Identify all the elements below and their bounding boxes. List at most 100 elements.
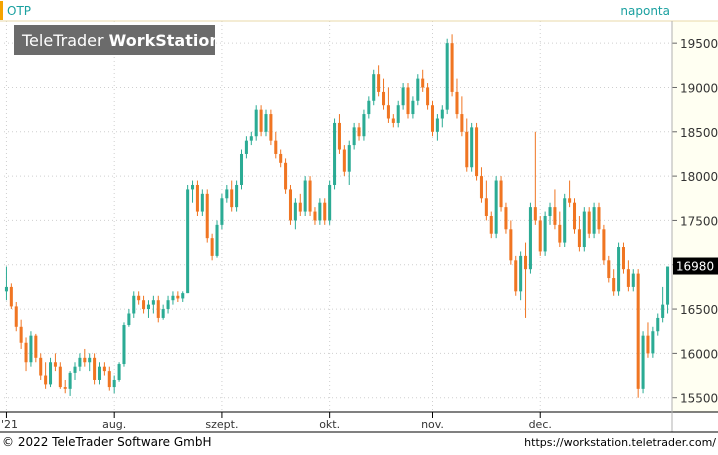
candle-body: [528, 207, 532, 270]
candle: [142, 295, 146, 314]
candle: [533, 131, 537, 225]
candle: [617, 242, 621, 296]
header-accent-bar: [0, 1, 3, 20]
candle-body: [362, 114, 366, 137]
candle: [382, 78, 386, 110]
interval-label[interactable]: naponta: [620, 4, 670, 18]
candle-body: [582, 211, 586, 248]
grid: [4, 21, 670, 411]
candle-body: [445, 43, 449, 110]
candle-body: [19, 326, 23, 343]
x-tick-label: dec.: [529, 418, 552, 431]
candle-body: [450, 43, 454, 92]
candle: [93, 353, 97, 385]
candle: [612, 269, 616, 296]
candle: [548, 202, 552, 225]
candle: [470, 122, 474, 172]
candle-body: [146, 304, 150, 310]
candle-body: [602, 229, 606, 261]
candle: [484, 180, 488, 221]
candle-body: [572, 202, 577, 230]
candle-body: [235, 184, 239, 208]
candles: [4, 34, 670, 398]
candle: [225, 184, 229, 203]
candle: [568, 180, 572, 208]
candle-body: [34, 335, 38, 358]
candle-body: [308, 180, 312, 212]
candle-body: [460, 114, 464, 132]
candle: [249, 131, 253, 146]
candle-body: [63, 387, 67, 389]
candle: [279, 149, 283, 168]
y-tick-label: 19500: [680, 37, 718, 51]
candle: [386, 87, 390, 123]
candle-body: [142, 300, 146, 310]
candle: [181, 291, 185, 302]
candle-body: [220, 198, 224, 225]
candle-body: [499, 180, 503, 208]
candle-body: [489, 216, 493, 234]
candle: [572, 198, 577, 234]
candle: [259, 105, 263, 137]
candle-body: [524, 255, 528, 270]
candle-body: [509, 229, 513, 261]
candle-body: [244, 140, 248, 154]
candle: [582, 207, 586, 252]
candle-body: [107, 371, 111, 388]
candle-body: [333, 122, 337, 185]
candle: [264, 109, 268, 137]
candle: [63, 379, 67, 394]
candle: [666, 266, 670, 314]
candle: [166, 295, 170, 314]
candle: [308, 176, 312, 216]
watermark-logo: TeleTrader WorkStation: [14, 25, 221, 55]
candle-body: [382, 91, 386, 106]
candle-body: [117, 364, 121, 380]
candle: [538, 216, 542, 256]
candle-body: [328, 184, 332, 221]
candle: [602, 224, 606, 265]
candle-body: [73, 366, 77, 373]
candle-body: [406, 87, 410, 115]
candle-body: [636, 273, 640, 389]
y-tick-label: 18000: [680, 170, 718, 184]
y-tick-label: 18500: [680, 126, 718, 140]
candle: [641, 331, 645, 394]
candle-body: [656, 317, 660, 332]
candle: [220, 193, 224, 230]
candle: [284, 158, 288, 194]
candle: [494, 176, 498, 239]
candle-body: [254, 109, 258, 137]
candle-body: [543, 216, 547, 252]
candle-body: [298, 202, 302, 212]
symbol-label[interactable]: OTP: [7, 4, 31, 18]
candle-body: [176, 295, 180, 299]
candle-body: [386, 105, 390, 119]
candle-body: [470, 127, 474, 168]
candle: [288, 184, 292, 225]
candle: [460, 96, 464, 137]
candle-body: [210, 238, 214, 256]
candle-body: [24, 342, 28, 363]
candle: [24, 337, 28, 372]
y-tick-label: 16000: [680, 347, 718, 361]
candle-body: [161, 309, 165, 318]
candle-body: [78, 357, 82, 367]
candle-body: [416, 78, 420, 101]
candle-body: [577, 229, 581, 248]
x-tick-label: okt.: [319, 418, 340, 431]
candle: [239, 149, 244, 190]
candle-body: [127, 313, 131, 326]
candle-body: [641, 335, 645, 389]
candle: [430, 100, 435, 137]
candle: [132, 291, 136, 318]
candle-body: [494, 180, 498, 234]
candle-body: [151, 300, 155, 305]
candle-body: [651, 331, 655, 354]
candle: [524, 242, 528, 318]
candle: [646, 322, 650, 358]
source-url[interactable]: https://workstation.teletrader.com/: [524, 436, 716, 449]
candle: [587, 207, 591, 239]
